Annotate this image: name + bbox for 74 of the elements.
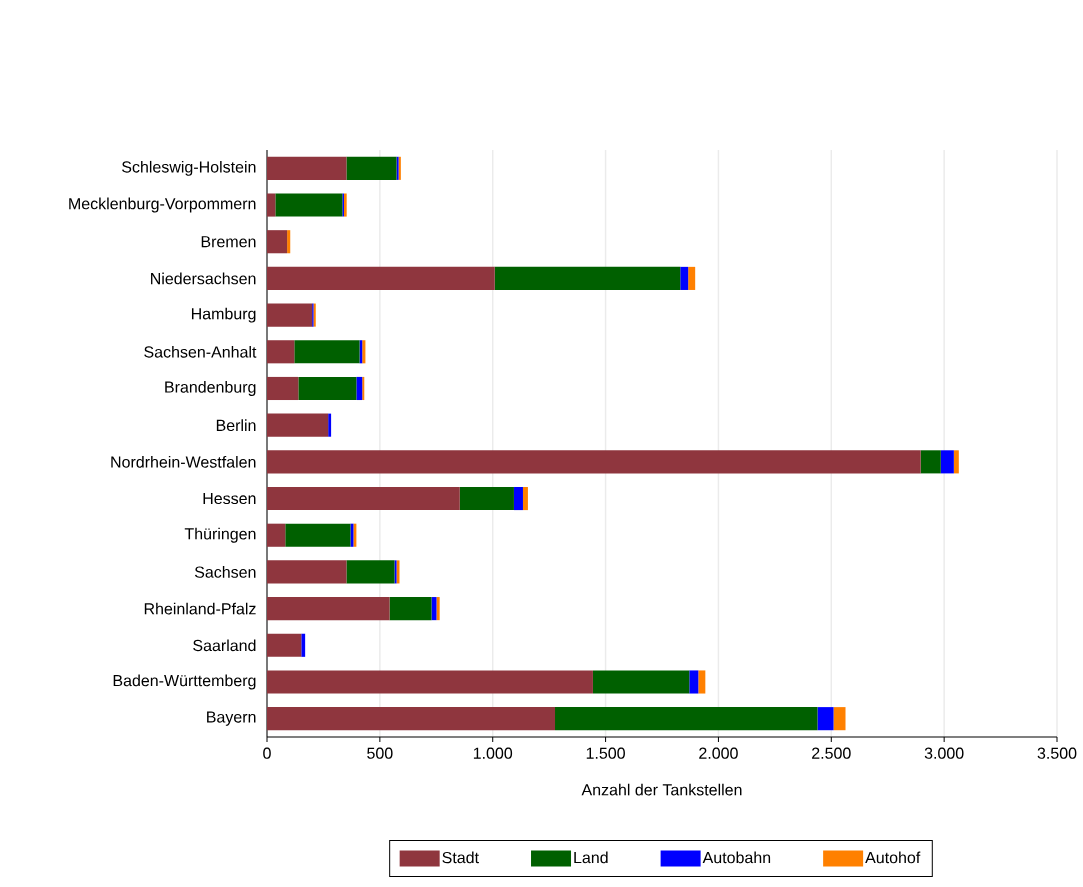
bar (346, 156, 397, 180)
y-tick-label: Bremen (201, 236, 256, 248)
bar (267, 707, 556, 731)
legend-label: Stadt (442, 851, 479, 864)
y-tick-label: Schleswig-Holstein (122, 160, 256, 176)
bar (267, 413, 329, 437)
y-tick-label: Sachsen (194, 566, 256, 578)
x-tick-label: 2.500 (812, 747, 851, 759)
bar (294, 340, 360, 364)
x-tick-label: 2.000 (699, 747, 738, 759)
bar (817, 707, 834, 731)
bar (285, 523, 351, 547)
bar (689, 670, 699, 694)
x-axis-title: Anzahl der Tankstellen (581, 783, 742, 796)
bar (267, 633, 302, 657)
y-tick-label: Hamburg (191, 307, 256, 323)
bar (346, 560, 395, 584)
bar (267, 156, 347, 180)
x-tick-label: 500 (367, 747, 393, 759)
bar (301, 633, 306, 657)
bar (267, 266, 495, 290)
bar (267, 303, 313, 327)
bar (833, 707, 846, 731)
y-tick-label: Mecklenburg-Vorpommern (69, 197, 256, 213)
bar (953, 450, 959, 474)
bar (688, 266, 696, 290)
x-tick-label: 3.000 (924, 747, 964, 759)
bar (275, 193, 343, 217)
bar (698, 670, 706, 694)
x-tick-label: 1.500 (586, 747, 625, 759)
y-tick-label: Rheinland-Pfalz (144, 602, 256, 615)
bar (267, 230, 288, 254)
bar (389, 597, 432, 621)
y-tick-label: Sachsen-Anhalt (144, 345, 257, 358)
bar (267, 670, 593, 694)
bar (267, 340, 295, 364)
bar (513, 486, 523, 511)
bar (267, 450, 921, 474)
y-tick-label: Berlin (216, 419, 256, 432)
bar (267, 376, 299, 401)
bar (267, 193, 276, 217)
y-tick-label: Baden-Württemberg (113, 674, 256, 690)
bar (436, 597, 440, 621)
y-tick-label: Hessen (203, 492, 256, 505)
x-tick-label: 1.000 (473, 747, 513, 759)
legend-label: Land (574, 851, 608, 864)
bar (267, 486, 460, 511)
x-tick-label: 3.500 (1037, 747, 1077, 759)
bar (431, 597, 437, 621)
y-tick-label: Brandenburg (165, 381, 256, 396)
y-tick-label: Nordrhein-Westfalen (111, 455, 256, 468)
y-tick-label: Bayern (207, 711, 256, 726)
bar (362, 376, 365, 401)
legend-label: Autobahn (702, 851, 771, 864)
bar (298, 376, 357, 401)
bar (920, 450, 941, 474)
bar (287, 230, 291, 254)
bar (356, 376, 363, 401)
bar (494, 266, 681, 290)
bar (940, 450, 954, 474)
y-tick-label: Thüringen (184, 527, 256, 543)
bar (267, 560, 347, 584)
bar (680, 266, 689, 290)
legend-label: Autohof (865, 851, 921, 864)
y-tick-label: Saarland (193, 639, 256, 652)
y-tick-label: Niedersachsen (151, 272, 256, 285)
bar (328, 413, 332, 437)
bar (592, 670, 690, 694)
bar (459, 486, 514, 511)
bar (267, 597, 390, 621)
bar (267, 523, 286, 547)
bar (555, 707, 818, 731)
x-tick-label: 0 (263, 747, 271, 759)
bar (522, 486, 528, 511)
